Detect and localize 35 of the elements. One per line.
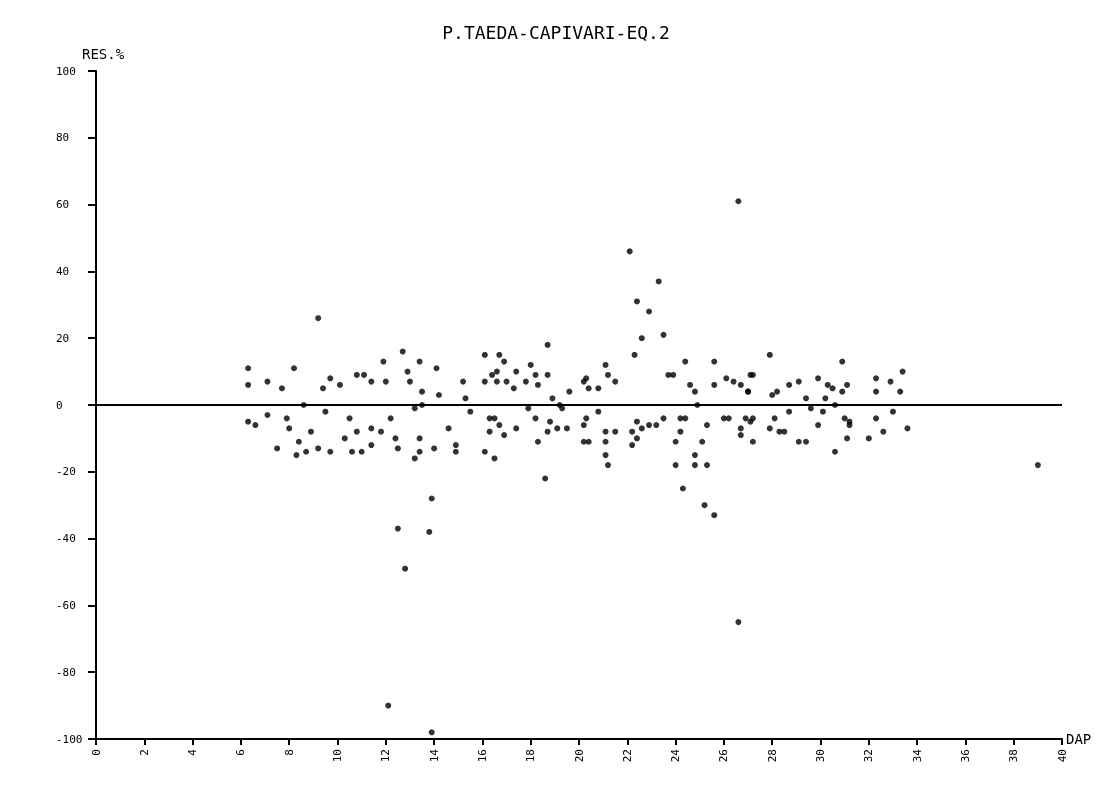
x-tick-label: 36 [958,749,972,763]
x-tick-label: 40 [1055,749,1069,763]
y-axis-title: RES.% [82,46,125,62]
x-axis-title: DAP [1066,731,1092,747]
y-tick-label: 20 [56,331,70,345]
y-tick-label: -100 [56,732,83,746]
x-tick-label: 38 [1007,749,1021,763]
x-tick-label: 2 [137,749,151,756]
y-tick-label: -40 [56,532,76,546]
y-tick-label: 80 [56,131,70,145]
x-tick-label: 20 [572,749,586,763]
x-tick-label: 30 [814,749,827,763]
x-tick-label: 22 [620,749,634,763]
x-tick-label: 24 [669,748,683,763]
y-tick-label: 40 [56,264,70,278]
x-tick-label: 32 [862,749,876,763]
chart-title: P.TAEDA-CAPIVARI-EQ.2 [442,21,670,43]
y-tick-label: 0 [56,398,63,412]
x-tick-label: 28 [765,749,779,763]
x-tick-label: 16 [475,749,489,763]
y-tick-label: -60 [56,598,76,612]
x-tick-label: 18 [524,749,538,763]
y-tick-label: 100 [56,64,76,78]
y-tick-label: -80 [56,665,76,679]
x-tick-label: 10 [331,749,344,763]
x-tick-label: 4 [186,748,200,756]
y-tick-label: 60 [56,198,70,212]
x-tick-label: 26 [717,749,731,763]
x-tick-label: 12 [379,749,393,763]
x-tick-label: 0 [89,749,103,756]
x-tick-label: 14 [427,748,441,763]
x-tick-label: 6 [234,749,248,756]
x-tick-label: 34 [910,748,924,763]
x-tick-label: 8 [282,749,296,756]
y-tick-label: -20 [56,465,76,479]
